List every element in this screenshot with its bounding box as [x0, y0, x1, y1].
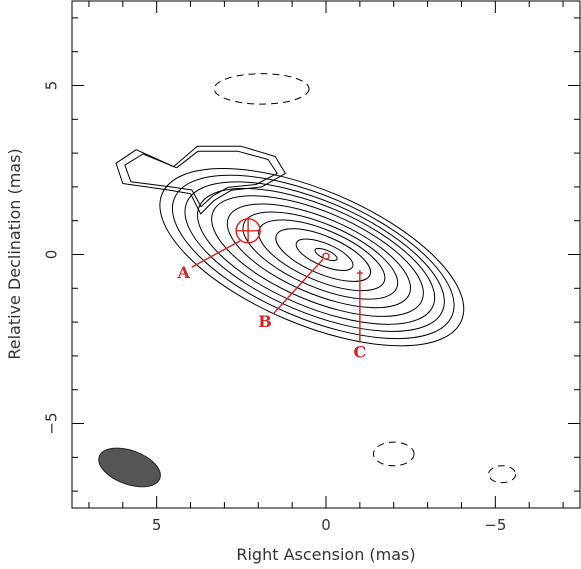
contour-level	[226, 203, 412, 309]
x-tick-labels: 5 0 −5	[152, 516, 507, 534]
y-tick-label: 0	[43, 250, 61, 260]
x-tick-label: −5	[484, 516, 506, 534]
beam-shape	[98, 447, 161, 488]
y-tick-label: 5	[43, 81, 61, 91]
negative-contour	[213, 73, 310, 105]
plot-frame	[71, 0, 581, 509]
axis-ticks	[72, 1, 580, 508]
contour-level	[211, 195, 424, 317]
contour-level	[197, 187, 436, 325]
negative-contour	[372, 441, 415, 467]
lobe-contour	[124, 150, 278, 208]
contour-level	[184, 181, 445, 332]
y-tick-labels: 5 0 −5	[43, 81, 61, 435]
marker-label-a: A	[177, 263, 191, 282]
x-tick-label: 0	[321, 516, 331, 534]
contour-level	[295, 238, 354, 271]
marker-b-leader	[272, 258, 324, 315]
contour-level	[314, 247, 338, 262]
x-tick-label: 5	[152, 516, 162, 534]
source-contours	[159, 168, 465, 347]
marker-label-b: B	[258, 312, 272, 331]
y-axis-title: Relative Declination (mas)	[5, 148, 24, 359]
x-axis-title: Right Ascension (mas)	[236, 545, 415, 564]
contour-level	[159, 168, 465, 347]
lobe-contour	[115, 145, 286, 215]
negative-contour	[488, 465, 517, 484]
y-tick-label: −5	[43, 412, 61, 434]
contour-level	[242, 211, 399, 300]
beam-ellipse	[98, 447, 161, 488]
extended-lobe-contour	[115, 145, 286, 215]
marker-label-c: C	[353, 343, 366, 362]
negative-contours	[213, 73, 517, 484]
contour-level	[275, 228, 372, 282]
marker-a-leader	[191, 240, 241, 268]
component-markers: A B C	[177, 218, 366, 362]
contour-level	[171, 174, 455, 340]
marker-b-dot	[322, 252, 330, 260]
